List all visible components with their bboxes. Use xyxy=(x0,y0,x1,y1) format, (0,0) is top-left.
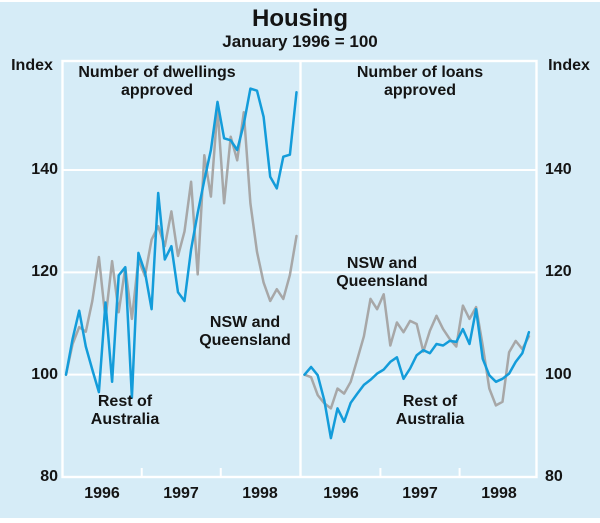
bottom-edge xyxy=(0,518,600,523)
y-tick-100-left: 100 xyxy=(31,366,58,383)
y-tick-140-left: 140 xyxy=(31,161,58,178)
top-edge xyxy=(0,0,600,2)
left-panel-nsw-qld-label: NSW and Queensland xyxy=(185,314,305,350)
left-panel-title-line1: Number of dwellings xyxy=(78,64,236,81)
right-panel-title-line1: Number of loans xyxy=(356,64,484,81)
right-panel-title-line2: approved xyxy=(383,82,456,99)
rest-aus-label-line1: Rest of xyxy=(97,393,153,410)
x-tick-1996-right: 1996 xyxy=(323,485,359,502)
series-line-left-rest-of-australia xyxy=(64,87,298,399)
nsw-qld-label-line2: Queensland xyxy=(199,332,291,349)
left-panel-rest-aus-label: Rest of Australia xyxy=(65,393,185,429)
y-axis-unit-label-right: Index xyxy=(548,57,590,74)
x-tick-1997-right: 1997 xyxy=(402,485,438,502)
y-tick-80-left: 80 xyxy=(40,468,58,485)
right-panel-rest-aus-label: Rest of Australia xyxy=(370,393,490,429)
y-tick-120-left: 120 xyxy=(31,263,58,280)
y-tick-80-right: 80 xyxy=(545,468,563,485)
right-panel-nsw-qld-label: NSW and Queensland xyxy=(322,255,442,291)
y-axis-unit-label-left: Index xyxy=(11,57,53,74)
x-tick-1998-right: 1998 xyxy=(481,485,517,502)
right-panel-title: Number of loans approved xyxy=(330,64,510,100)
rest-aus-label-line2: Australia xyxy=(395,411,465,428)
rest-aus-label-line1: Rest of xyxy=(402,393,458,410)
nsw-qld-label-line1: NSW and xyxy=(346,255,418,272)
y-tick-120-right: 120 xyxy=(545,263,572,280)
y-tick-100-right: 100 xyxy=(545,366,572,383)
series-line-right-rest-of-australia xyxy=(303,307,531,440)
nsw-qld-label-line2: Queensland xyxy=(336,273,428,290)
chart-subtitle: January 1996 = 100 xyxy=(222,32,378,51)
left-panel-title: Number of dwellings approved xyxy=(67,64,247,100)
x-tick-1998-left: 1998 xyxy=(242,485,278,502)
x-tick-1996-left: 1996 xyxy=(84,485,120,502)
chart-title: Housing xyxy=(252,5,348,32)
x-tick-1997-left: 1997 xyxy=(163,485,199,502)
y-tick-140-right: 140 xyxy=(545,161,572,178)
nsw-qld-label-line1: NSW and xyxy=(209,314,281,331)
left-panel-title-line2: approved xyxy=(120,82,193,99)
rest-aus-label-line2: Australia xyxy=(90,411,160,428)
series-line-right-nsw-and-queensland xyxy=(303,293,531,410)
